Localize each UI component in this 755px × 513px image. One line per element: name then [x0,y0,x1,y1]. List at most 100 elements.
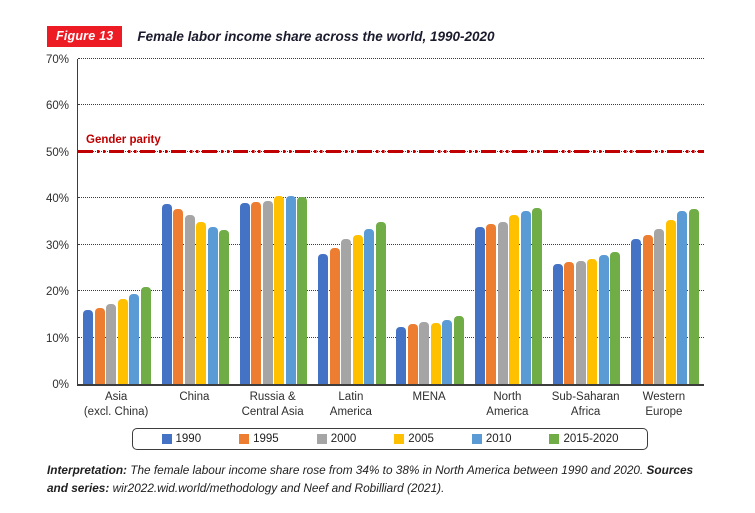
bar-2000 [497,221,508,384]
y-tick-label-50: 50% [45,146,69,159]
bar-1995 [94,307,105,384]
gridline-70 [78,58,704,59]
bar-group-china [156,59,234,384]
x-axis-label-north-america: North America [486,391,529,418]
figure-title: Female labor income share across the wor… [137,29,495,44]
bar-2000 [419,321,430,384]
x-axis-label-russia-central-asia: Russia & Central Asia [241,391,304,418]
y-tick-label-30: 30% [45,239,69,252]
x-axis-label-asia-excl-china: Asia (excl. China) [83,391,149,418]
bar-group-mena [391,59,469,384]
bar-1995 [642,235,653,384]
y-tick-label-40: 40% [45,193,69,206]
bar-1995 [329,248,340,384]
bar-2000 [262,200,273,384]
y-tick-label-20: 20% [45,286,69,299]
bar-2015-2020 [532,207,543,384]
bar-2010 [677,210,688,384]
bar-1990 [239,203,250,384]
bar-2010 [442,320,453,384]
bar-2005 [352,234,363,384]
bar-1990 [474,226,485,384]
gridline-30 [78,243,704,245]
gender-parity-label: Gender parity [86,133,161,146]
bar-2005 [430,322,441,384]
x-axis-label-mena: MENA [412,391,446,403]
bar-1990 [396,327,407,384]
bar-group-russia-central-asia [235,59,313,384]
legend-label: 1995 [253,433,279,445]
bar-2015-2020 [610,252,621,384]
sources-text: wir2022.wid.world/methodology and Neef a… [109,480,445,495]
interpretation-label: Interpretation: [47,463,127,477]
bar-2005 [274,195,285,384]
legend-label: 2010 [485,433,512,445]
legend-label: 1990 [175,433,202,445]
bar-1995 [251,202,262,384]
bar-2015-2020 [140,287,151,384]
bar-2015-2020 [688,208,699,384]
bar-2000 [184,215,195,384]
bar-2000 [106,303,117,384]
bar-1990 [161,204,172,384]
legend-swatch-icon [239,434,250,444]
bar-2015-2020 [375,221,386,384]
bar-2015-2020 [297,196,308,384]
gridline-20 [78,290,704,292]
bars-layer [78,59,704,384]
bar-group-sub-saharan-africa [548,59,626,384]
legend-swatch-icon [471,434,482,444]
x-axis-label-latin-america: Latin America [329,391,372,418]
legend-wrap: 1990 1995 2000 2005 2010 2015-2020 [77,428,703,450]
y-tick-label-10: 10% [45,332,69,345]
figure-header: Figure 13 Female labor income share acro… [47,26,495,47]
bar-1990 [83,309,94,384]
bar-2000 [575,261,586,384]
bar-2005 [117,299,128,384]
bar-2000 [654,229,665,384]
bar-2015-2020 [453,315,464,384]
y-tick-label-0: 0% [52,379,69,391]
legend-item-2015-2020: 2015-2020 [549,433,618,445]
bar-2000 [341,239,352,384]
legend-swatch-icon [161,434,172,444]
legend-item-2005: 2005 [394,433,434,445]
bar-2010 [598,255,609,384]
bar-2010 [207,227,218,384]
y-tick-label-60: 60% [45,100,69,113]
gridline-40 [78,197,704,199]
bar-1995 [173,208,184,384]
bar-2005 [665,219,676,384]
x-axis-label-china: China [179,391,210,403]
interpretation-text: The female labour income share rose from… [126,463,647,477]
x-axis-label-western-europe: Western Europe [642,391,686,418]
bar-2010 [129,293,140,384]
bar-group-north-america [469,59,547,384]
legend-swatch-icon [394,434,405,444]
figure-number-badge: Figure 13 [47,26,123,47]
bar-2005 [196,221,207,384]
gridline-10 [78,336,704,338]
y-axis-labels: 0% 10% 20% 30% 40% 50% 60% 70% [7,54,69,391]
plot-area: Gender parity [77,58,704,386]
bar-group-asia-excl-china [78,59,156,384]
figure-caption: Interpretation: The female labour income… [47,462,711,497]
y-tick-label-70: 70% [45,54,69,66]
bar-1995 [486,224,497,384]
legend-item-1995: 1995 [239,433,279,445]
legend-swatch-icon [549,434,560,444]
bar-1990 [631,239,642,384]
legend-label: 2000 [330,433,357,445]
x-axis-labels: Asia (excl. China) China Russia & Central As… [77,390,703,420]
bar-2005 [509,215,520,384]
bar-2010 [364,228,375,384]
bar-group-western-europe [626,59,704,384]
bar-1995 [564,262,575,384]
gridline-60 [78,104,704,106]
bar-1995 [407,323,418,384]
legend-item-1990: 1990 [161,433,202,445]
legend-label: 2015-2020 [563,433,619,445]
legend-item-2010: 2010 [471,433,512,445]
legend: 1990 1995 2000 2005 2010 2015-2020 [131,428,649,450]
